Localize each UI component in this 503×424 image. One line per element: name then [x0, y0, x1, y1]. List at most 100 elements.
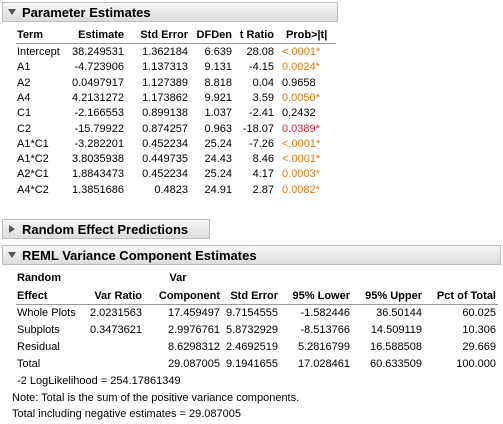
cell-component: 2.9976761 — [168, 324, 220, 336]
cell-stderr: 0.452234 — [142, 137, 188, 150]
column-header: Estimate — [78, 29, 124, 41]
cell-tratio: -7.26 — [248, 137, 274, 150]
cell-upper: 36.50144 — [376, 307, 422, 319]
cell-stderr: 0.452234 — [142, 168, 188, 181]
cell-lower: -8.513766 — [300, 324, 350, 336]
reml-title: REML Variance Component Estimates — [22, 247, 257, 263]
cell-estimate: -15.79922 — [74, 122, 124, 135]
cell-upper: 14.509119 — [370, 324, 422, 336]
note-total-text: Note: Total is the sum of the positive v… — [12, 392, 300, 404]
cell-dfden: 0.963 — [204, 122, 232, 135]
cell-tratio: 28.08 — [246, 46, 274, 58]
column-header-top: Var — [169, 272, 187, 284]
cell-term: A4 — [17, 91, 31, 104]
parameter-estimates-title: Parameter Estimates — [22, 4, 151, 20]
cell-lower: 5.2816799 — [298, 341, 350, 353]
cell-term: A2*C1 — [17, 168, 49, 181]
disclosure-open-icon[interactable] — [5, 7, 19, 17]
disclosure-open-icon[interactable] — [5, 250, 19, 260]
cell-dfden: 1.037 — [204, 107, 232, 120]
cell-stderr: 0.4823 — [154, 183, 188, 196]
cell-ratio — [88, 339, 142, 355]
cell-dfden: 24.43 — [204, 153, 232, 166]
cell-ratio — [88, 356, 142, 372]
cell-tratio: 8.46 — [252, 153, 274, 166]
cell-prob: 0.0389* — [282, 122, 320, 135]
column-header: Std Error — [230, 290, 278, 302]
cell-estimate: 4.2131272 — [72, 91, 124, 104]
cell-pct: 100.000 — [456, 358, 496, 370]
cell-effect: Residual — [17, 341, 60, 353]
cell-term: A2 — [17, 76, 31, 89]
cell-dfden: 25.24 — [204, 168, 232, 181]
cell-stderr: 1.127389 — [142, 76, 188, 89]
random-effect-predictions-header[interactable]: Random Effect Predictions — [2, 219, 210, 239]
cell-lower: -1.582446 — [300, 307, 350, 319]
header-separator — [16, 43, 336, 44]
cell-term: A1*C1 — [17, 137, 49, 150]
cell-component: 8.6298312 — [168, 341, 220, 353]
cell-prob: 0.0003* — [282, 168, 320, 181]
cell-component: 29.087005 — [168, 358, 220, 370]
cell-effect: Subplots — [17, 324, 60, 336]
cell-tratio: 0.04 — [252, 76, 274, 89]
cell-prob: <.0001* — [282, 137, 321, 150]
cell-ratio: 2.0231563 — [90, 307, 142, 319]
cell-term: C1 — [17, 107, 32, 120]
cell-prob: 0.0024* — [282, 61, 320, 74]
column-header: 95% Lower — [292, 290, 350, 302]
cell-upper: 16.588508 — [370, 341, 422, 353]
column-header: DFDen — [196, 29, 232, 41]
cell-stderr: 9.7154555 — [226, 307, 278, 319]
column-header: 95% Upper — [365, 290, 422, 302]
cell-stderr: 0.449735 — [142, 153, 188, 166]
loglikelihood-text: -2 LogLikelihood = 254.17861349 — [17, 375, 181, 387]
column-header-top: Random — [17, 272, 61, 284]
disclosure-closed-icon[interactable] — [5, 224, 19, 234]
cell-tratio: -2.41 — [248, 107, 274, 120]
parameter-estimates-header[interactable]: Parameter Estimates — [2, 2, 338, 22]
cell-tratio: -4.15 — [248, 61, 274, 74]
cell-prob: <.0001* — [282, 46, 321, 58]
column-header: Component — [158, 290, 220, 302]
cell-prob: 0.0082* — [282, 183, 320, 196]
cell-pct: 60.025 — [462, 307, 496, 319]
cell-pct: 29.669 — [462, 341, 496, 353]
random-effect-predictions-title: Random Effect Predictions — [22, 221, 189, 237]
cell-stderr: 1.362184 — [142, 46, 188, 58]
cell-upper: 60.633509 — [370, 358, 422, 370]
cell-stderr: 9.1941655 — [226, 358, 278, 370]
column-header: Prob>|t| — [286, 29, 328, 41]
cell-estimate: 1.8843473 — [72, 168, 124, 181]
cell-term: A1 — [17, 61, 31, 74]
cell-dfden: 6.639 — [204, 46, 232, 58]
cell-prob: 0.2432 — [282, 107, 316, 120]
cell-term: A4*C2 — [17, 183, 49, 196]
cell-estimate: -3.282201 — [74, 137, 124, 150]
cell-estimate: 1.3851686 — [72, 183, 124, 196]
cell-prob: <.0001* — [282, 153, 321, 166]
cell-tratio: -18.07 — [242, 122, 274, 135]
column-header: Var Ratio — [94, 290, 142, 302]
cell-tratio: 4.17 — [252, 168, 274, 181]
cell-effect: Total — [17, 358, 41, 370]
cell-prob: 0.9658 — [282, 76, 316, 89]
cell-stderr: 1.137313 — [142, 61, 188, 74]
cell-stderr: 0.899138 — [142, 107, 188, 120]
column-header: Std Error — [140, 29, 188, 41]
cell-stderr: 1.173862 — [142, 91, 188, 104]
column-header: Pct of Total — [436, 290, 496, 302]
cell-pct: 10.306 — [462, 324, 496, 336]
column-header: t Ratio — [239, 29, 274, 41]
cell-dfden: 9.921 — [204, 91, 232, 104]
cell-stderr: 0.874257 — [142, 122, 188, 135]
cell-dfden: 24.91 — [204, 183, 232, 196]
cell-estimate: -4.723906 — [74, 61, 124, 74]
cell-effect: Whole Plots — [17, 307, 76, 319]
cell-component: 17.459497 — [168, 307, 220, 319]
reml-header[interactable]: REML Variance Component Estimates — [2, 245, 501, 265]
cell-prob: 0.0050* — [282, 91, 320, 104]
cell-ratio: 0.3473621 — [90, 324, 142, 336]
cell-dfden: 25.24 — [204, 137, 232, 150]
cell-estimate: 0.0497917 — [72, 76, 124, 89]
